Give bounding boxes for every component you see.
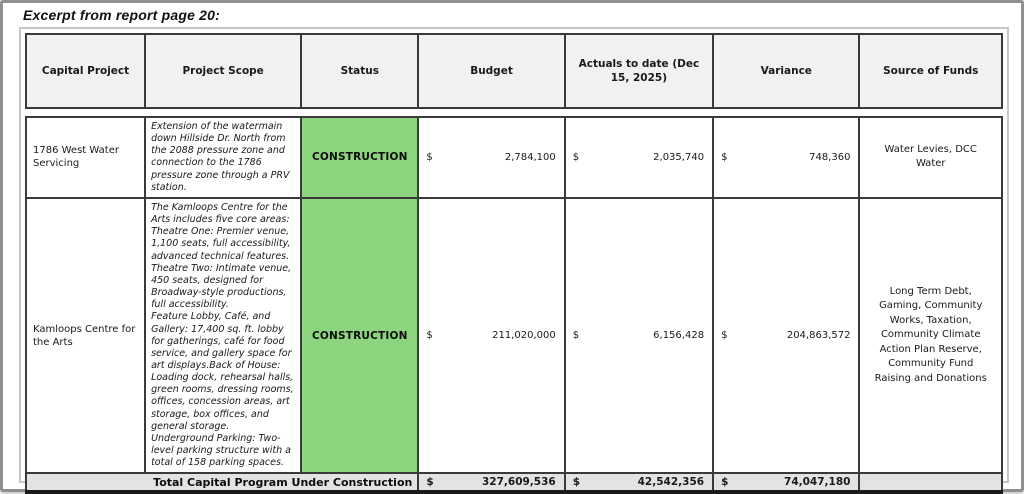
cell-project-name: Kamloops Centre for the Arts (24, 196, 147, 475)
cell-budget: $ 2,784,100 (417, 116, 566, 199)
total-variance-amount: 74,047,180 (784, 476, 851, 489)
total-actuals-amount: 42,542,356 (637, 476, 705, 489)
cell-project-name: 1786 West Water Servicing (24, 116, 147, 199)
cell-total-source-empty (858, 472, 1003, 494)
header-row: Capital Project Project Scope Status Bud… (24, 33, 1003, 109)
table-row: Kamloops Centre for the Arts The Kamloop… (24, 196, 1003, 475)
budget-amount: 211,020,000 (492, 330, 556, 342)
currency-symbol: $ (572, 151, 580, 163)
currency-symbol: $ (426, 330, 433, 342)
cell-variance: $ 204,863,572 (712, 196, 861, 475)
total-budget-amount: 327,609,536 (481, 476, 556, 489)
currency-symbol: $ (721, 330, 728, 342)
cell-actuals: $ 2,035,740 (563, 116, 715, 199)
cell-variance: $ 748,360 (712, 116, 861, 199)
col-header-project-scope: Project Scope (144, 33, 303, 109)
variance-amount: 204,863,572 (786, 330, 851, 342)
cell-total-actuals: $ 42,542,356 (563, 472, 715, 494)
currency-symbol: $ (572, 476, 581, 489)
table-container: Capital Project Project Scope Status Bud… (19, 27, 1009, 494)
cell-source-of-funds: Water Levies, DCC Water (858, 116, 1003, 199)
page-title: Excerpt from report page 20: (23, 7, 220, 23)
cell-status-badge: CONSTRUCTION (300, 116, 420, 199)
budget-amount: 2,784,100 (504, 151, 556, 163)
col-header-variance: Variance (712, 33, 861, 109)
cell-project-scope: The Kamloops Centre for the Arts include… (144, 196, 303, 475)
currency-symbol: $ (426, 476, 434, 489)
capital-projects-table-body: 1786 West Water Servicing Extension of t… (24, 116, 1003, 494)
actuals-amount: 2,035,740 (653, 151, 705, 163)
cell-status-badge: CONSTRUCTION (300, 196, 420, 475)
cell-project-scope: Extension of the watermain down Hillside… (144, 116, 303, 199)
col-header-actuals: Actuals to date (Dec 15, 2025) (563, 33, 715, 109)
currency-symbol: $ (721, 476, 729, 489)
variance-amount: 748,360 (809, 151, 851, 163)
total-label: Total Capital Program Under Construction (24, 472, 420, 494)
actuals-amount: 6,156,428 (653, 330, 705, 342)
cell-budget: $ 211,020,000 (417, 196, 566, 475)
cell-total-variance: $ 74,047,180 (712, 472, 861, 494)
col-header-budget: Budget (417, 33, 566, 109)
col-header-status: Status (300, 33, 420, 109)
col-header-source-of-funds: Source of Funds (858, 33, 1003, 109)
total-row: Total Capital Program Under Construction… (24, 472, 1003, 494)
currency-symbol: $ (721, 151, 728, 163)
currency-symbol: $ (572, 330, 580, 342)
col-header-capital-project: Capital Project (24, 33, 147, 109)
capital-projects-table-header: Capital Project Project Scope Status Bud… (24, 33, 1003, 109)
table-row: 1786 West Water Servicing Extension of t… (24, 116, 1003, 199)
cell-actuals: $ 6,156,428 (563, 196, 715, 475)
cell-total-budget: $ 327,609,536 (417, 472, 566, 494)
currency-symbol: $ (426, 151, 433, 163)
cell-source-of-funds: Long Term Debt, Gaming, Community Works,… (858, 196, 1003, 475)
